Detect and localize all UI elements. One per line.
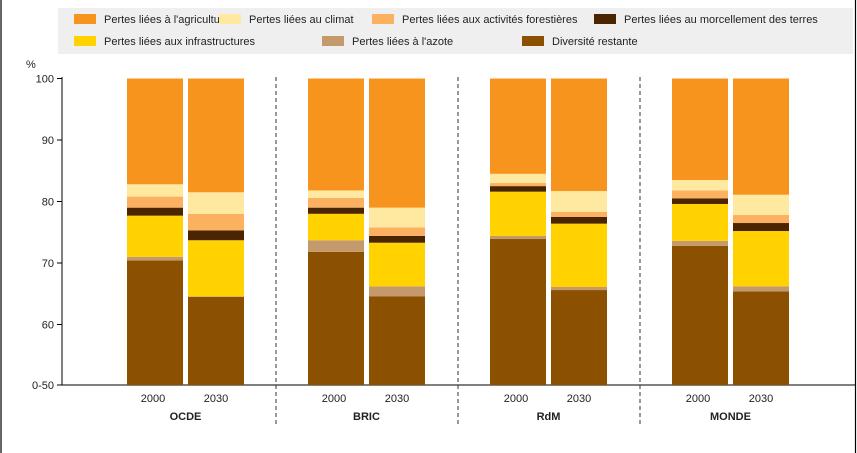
bar-segment xyxy=(308,207,364,214)
bar-segment xyxy=(733,231,789,287)
bar-segment xyxy=(127,215,183,257)
x-tick-label: 2000 xyxy=(141,393,165,405)
bar-segment xyxy=(188,78,244,193)
x-tick-label: 2030 xyxy=(385,393,409,405)
bar-segment xyxy=(490,239,546,385)
bar-segment xyxy=(369,78,425,208)
bar-segment xyxy=(490,191,546,236)
chart-legend: Pertes liées à l'agriculture Pertes liées… xyxy=(58,8,853,54)
legend-label: Diversité restante xyxy=(552,36,638,48)
legend-item: Pertes liées au climat xyxy=(219,13,354,27)
legend-item: Pertes liées aux infrastructures xyxy=(74,35,255,49)
bar-segment xyxy=(188,240,244,297)
bar-segment xyxy=(369,235,425,243)
bar-segment xyxy=(733,194,789,216)
legend-swatch xyxy=(74,36,96,46)
bar-segment xyxy=(733,215,789,224)
legend-label: Pertes liées au morcellement des terres xyxy=(624,14,818,26)
bar-segment xyxy=(308,251,364,385)
bar-segment xyxy=(490,186,546,192)
bar-segment xyxy=(672,240,728,246)
x-tick-label: 2030 xyxy=(567,393,591,405)
legend-swatch xyxy=(219,14,241,24)
x-tick-label: 2000 xyxy=(504,393,528,405)
legend-label: Pertes liées à l'agriculture xyxy=(104,14,230,26)
x-tick-label: 2030 xyxy=(204,393,228,405)
bar-segment xyxy=(188,296,244,385)
group-label: BRIC xyxy=(353,411,380,423)
bar-segment xyxy=(127,184,183,197)
bar-segment xyxy=(551,290,607,385)
legend-label: Pertes liées à l'azote xyxy=(352,36,454,48)
legend-swatch xyxy=(522,36,544,46)
bar-segment xyxy=(308,78,364,191)
legend-item: Pertes liées à l'azote xyxy=(322,35,453,49)
y-tick-label: 90 xyxy=(42,135,54,147)
bar-segment xyxy=(369,207,425,228)
bar-segment xyxy=(733,78,789,195)
bar-segment xyxy=(733,286,789,292)
bar-segment xyxy=(127,260,183,385)
y-tick-label: 0-50 xyxy=(32,380,54,392)
legend-swatch xyxy=(594,14,616,24)
x-tick-label: 2000 xyxy=(686,393,710,405)
bar-segment xyxy=(127,256,183,261)
bar-segment xyxy=(672,190,728,199)
bar-segment xyxy=(490,173,546,184)
bar-segment xyxy=(733,291,789,385)
bar-segment xyxy=(308,240,364,252)
legend-item: Pertes liées à l'agriculture xyxy=(74,13,230,27)
legend-item: Pertes liées aux activités forestières xyxy=(372,13,577,27)
bar-segment xyxy=(188,230,244,241)
legend-label: Pertes liées au climat xyxy=(249,14,354,26)
bar-segment xyxy=(188,296,244,297)
bar-segment xyxy=(733,223,789,232)
bar-segment xyxy=(369,296,425,385)
group-label: OCDE xyxy=(170,411,202,423)
y-tick-label: 70 xyxy=(42,258,54,270)
bar-segment xyxy=(551,78,607,192)
bar-segment xyxy=(308,197,364,208)
x-tick-label: 2030 xyxy=(749,393,773,405)
bar-segment xyxy=(551,211,607,217)
y-tick-label: 100 xyxy=(36,74,54,86)
bar-segment xyxy=(369,242,425,287)
legend-swatch xyxy=(322,36,344,46)
bar-segment xyxy=(308,213,364,241)
bar-segment xyxy=(672,245,728,385)
bar-segment xyxy=(490,235,546,240)
bar-segment xyxy=(490,78,546,174)
bar-segment xyxy=(672,78,728,180)
legend-label: Pertes liées aux infrastructures xyxy=(104,36,256,48)
bar-segment xyxy=(127,196,183,208)
legend-item: Pertes liées au morcellement des terres xyxy=(594,13,818,27)
y-tick-label: 60 xyxy=(42,320,54,332)
y-tick-label: 80 xyxy=(42,197,54,209)
bar-segment xyxy=(127,78,183,185)
bar-segment xyxy=(369,227,425,236)
bar-segment xyxy=(188,213,244,231)
legend-label: Pertes liées aux activités forestières xyxy=(402,14,578,26)
group-label: RdM xyxy=(537,411,561,423)
bar-segment xyxy=(551,223,607,287)
bar-segment xyxy=(369,286,425,297)
bar-segment xyxy=(490,183,546,187)
legend-swatch xyxy=(74,14,96,24)
legend-swatch xyxy=(372,14,394,24)
bar-segment xyxy=(672,203,728,241)
bar-segment xyxy=(672,198,728,204)
legend-item: Diversité restante xyxy=(522,35,638,49)
bar-segment xyxy=(672,179,728,191)
bar-segment xyxy=(188,192,244,214)
bar-segment xyxy=(551,286,607,291)
y-axis-label: % xyxy=(26,59,36,71)
group-label: MONDE xyxy=(710,411,751,423)
bar-segment xyxy=(127,207,183,216)
bar-segment xyxy=(308,190,364,198)
bar-segment xyxy=(551,191,607,212)
x-tick-label: 2000 xyxy=(322,393,346,405)
bar-segment xyxy=(551,216,607,224)
